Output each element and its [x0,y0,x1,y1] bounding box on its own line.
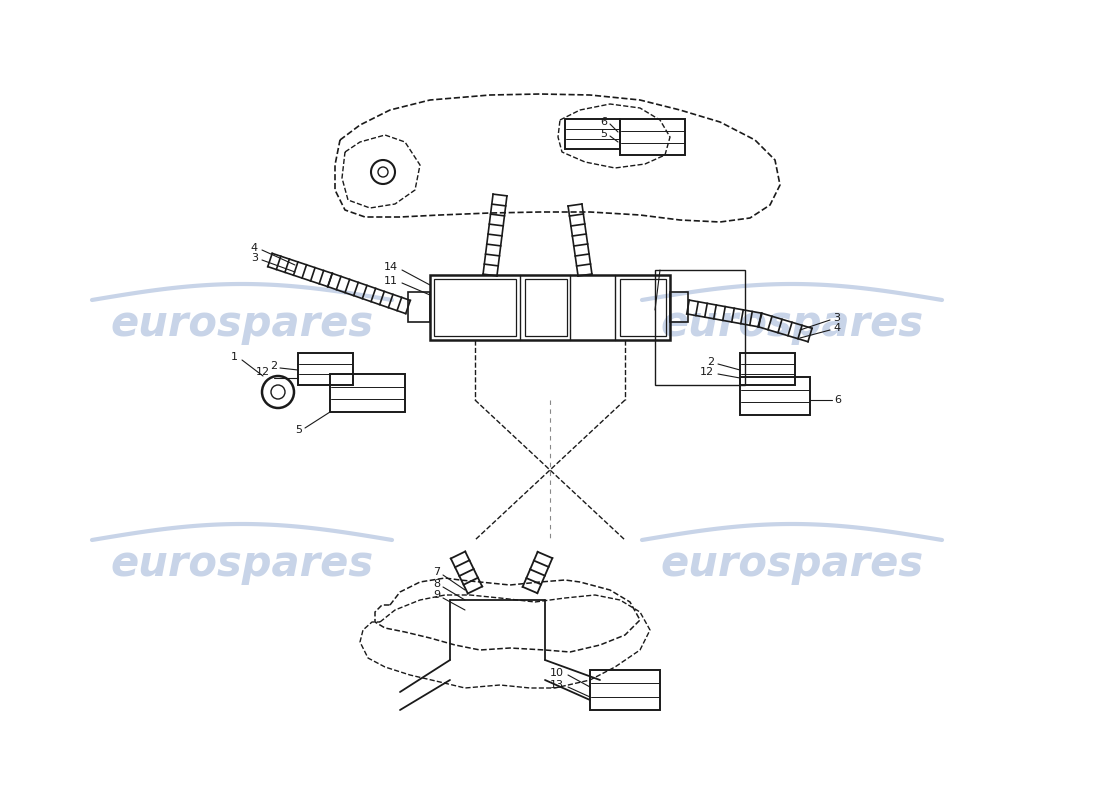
Text: 5: 5 [295,425,302,435]
Bar [298,353,353,385]
Text: 6: 6 [600,117,607,127]
Text: 3: 3 [833,313,840,323]
Text: 12: 12 [256,367,270,377]
Bar [330,374,405,412]
Bar [654,270,745,385]
Text: 4: 4 [833,323,840,333]
Text: eurospares: eurospares [110,303,374,345]
Text: 12: 12 [700,367,714,377]
Text: 11: 11 [384,276,398,286]
Text: 3: 3 [251,253,258,263]
Text: 2: 2 [270,361,277,371]
Text: 7: 7 [433,567,440,577]
Bar [430,275,670,340]
Text: 1: 1 [231,352,238,362]
Text: 10: 10 [550,668,564,678]
Bar [565,119,620,149]
Bar [740,377,810,415]
Text: 5: 5 [600,129,607,139]
Bar [434,279,516,336]
Bar [740,353,795,385]
Bar [620,119,685,155]
Bar [525,279,566,336]
Bar [670,292,688,322]
Text: 4: 4 [251,243,258,253]
Text: 8: 8 [433,579,440,589]
Text: 2: 2 [707,357,714,367]
Text: eurospares: eurospares [110,543,374,585]
Text: 14: 14 [384,262,398,272]
Text: 13: 13 [550,680,564,690]
Bar [620,279,666,336]
Text: eurospares: eurospares [660,303,924,345]
Text: 6: 6 [834,395,842,405]
Bar [408,292,430,322]
Text: eurospares: eurospares [660,543,924,585]
Bar [590,670,660,710]
Text: 9: 9 [433,590,440,600]
